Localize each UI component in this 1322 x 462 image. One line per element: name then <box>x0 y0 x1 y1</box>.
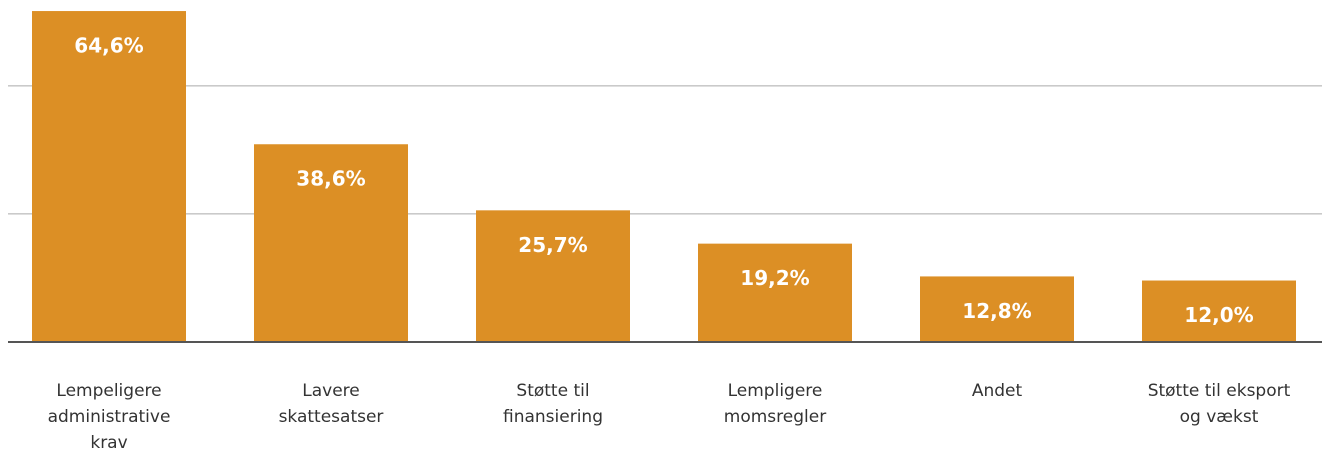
x-tick-label: Støtte til <box>516 381 589 401</box>
value-label: 25,7% <box>518 233 587 257</box>
bar <box>254 144 408 342</box>
bar <box>920 276 1074 342</box>
value-label: 38,6% <box>296 167 365 191</box>
bar <box>698 243 852 342</box>
value-label: 64,6% <box>74 34 143 58</box>
value-label: 19,2% <box>740 266 809 290</box>
x-tick-label: momsregler <box>724 407 826 427</box>
bar <box>32 11 186 343</box>
x-tick-label: og vækst <box>1180 407 1259 427</box>
x-tick-label: skattesatser <box>279 407 384 427</box>
x-tick-label: Støtte til eksport <box>1148 381 1291 401</box>
x-tick-label: Andet <box>972 381 1023 401</box>
bar <box>476 210 630 342</box>
value-label: 12,0% <box>1184 303 1253 327</box>
x-tick-label: Lempligere <box>728 381 823 401</box>
x-tick-label: administrative <box>48 407 171 427</box>
bar <box>1142 280 1296 342</box>
x-tick-label: Lempeligere <box>56 381 161 401</box>
x-tick-label: finansiering <box>503 407 603 427</box>
x-tick-label: krav <box>90 433 127 453</box>
value-label: 12,8% <box>962 299 1031 323</box>
x-tick-label: Lavere <box>302 381 359 401</box>
